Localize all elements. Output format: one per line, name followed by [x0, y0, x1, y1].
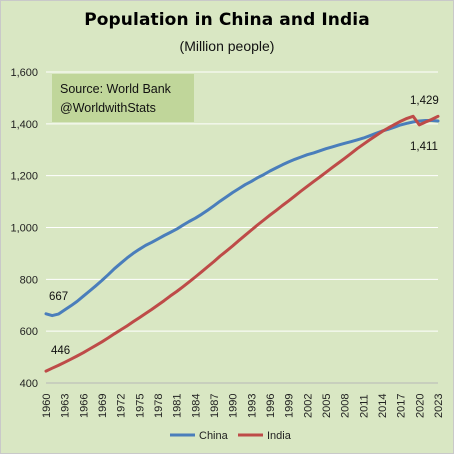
legend-label-china: China: [199, 430, 229, 442]
india-start-label: 446: [51, 345, 70, 357]
x-tick-label: 2011: [358, 394, 370, 418]
source-annotation: Source: World Bank @WorldwithStats: [52, 74, 194, 122]
x-tick-label: 1963: [60, 394, 72, 418]
series-line-china: [44, 119, 440, 318]
chart-subtitle: (Million people): [179, 38, 275, 54]
x-tick-label: 2017: [396, 394, 408, 418]
source-line: Source: World Bank: [60, 82, 171, 96]
x-tick-label: 2023: [433, 394, 445, 418]
source-handle: @WorldwithStats: [60, 101, 156, 115]
x-tick-label: 2020: [414, 394, 426, 418]
series-line-india: [44, 114, 440, 373]
x-tick-label: 1975: [134, 394, 146, 418]
legend-label-india: India: [267, 430, 292, 442]
y-tick-label: 1,400: [10, 119, 38, 131]
y-tick-label: 1,200: [10, 171, 38, 183]
x-tick-label: 1984: [190, 394, 202, 418]
y-tick-label: 1,000: [10, 223, 38, 235]
x-tick-label: 1972: [116, 394, 128, 418]
x-tick-label: 2005: [321, 394, 333, 418]
x-tick-label: 1966: [78, 394, 90, 418]
china-start-label: 667: [49, 291, 68, 303]
x-tick-label: 2002: [302, 394, 314, 418]
x-tick-label: 1981: [172, 394, 184, 418]
y-tick-label: 600: [20, 326, 38, 338]
x-tick-label: 1996: [265, 394, 277, 418]
india-end-label: 1,429: [410, 95, 439, 107]
x-tick-label: 2014: [377, 394, 389, 418]
y-tick-label: 1,600: [10, 67, 38, 79]
china-end-label: 1,411: [410, 141, 438, 153]
y-tick-label: 400: [20, 378, 38, 390]
x-tick-label: 1990: [228, 394, 240, 418]
x-tick-label: 1960: [41, 394, 53, 418]
chart-title: Population in China and India: [84, 10, 370, 30]
x-tick-label: 1993: [246, 394, 258, 418]
x-tick-label: 2008: [340, 394, 352, 418]
x-tick-label: 1999: [284, 394, 296, 418]
y-tick-label: 800: [20, 274, 38, 286]
x-tick-label: 1978: [153, 394, 165, 418]
x-tick-label: 1987: [209, 394, 221, 418]
x-tick-label: 1969: [97, 394, 109, 418]
